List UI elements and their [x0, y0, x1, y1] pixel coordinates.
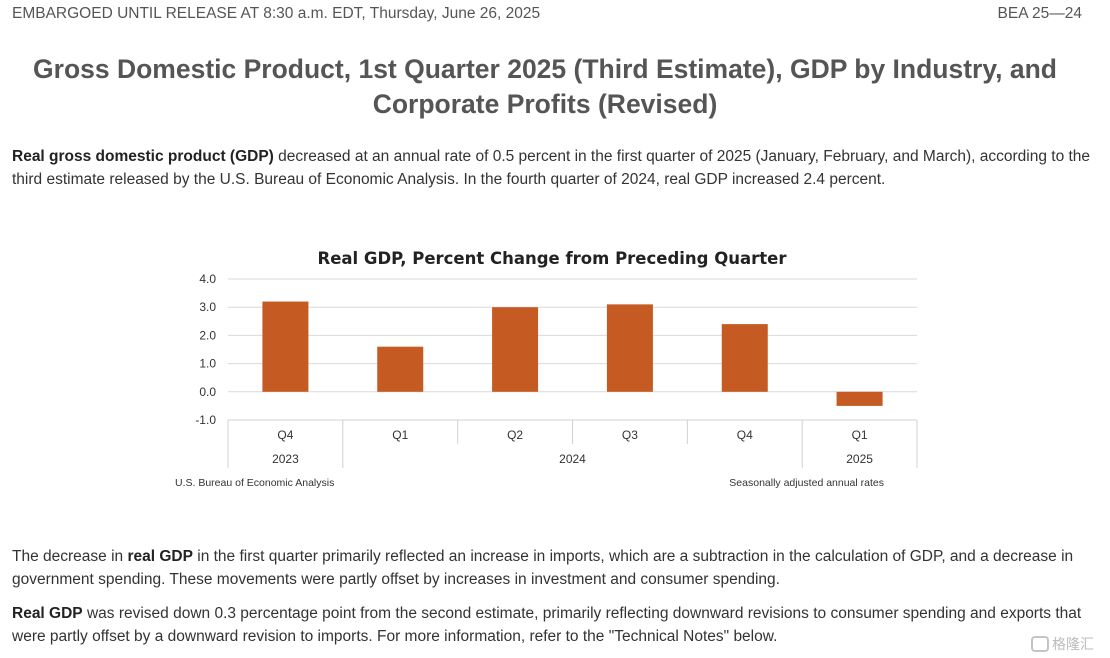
y-tick-label: 4.0 — [199, 272, 216, 286]
embargo-notice: EMBARGOED UNTIL RELEASE AT 8:30 a.m. EDT… — [12, 5, 541, 22]
y-tick-label: 3.0 — [199, 300, 216, 314]
paragraph-decrease-text: in the first quarter primarily reflected… — [12, 548, 1074, 588]
x-tick-label: Q1 — [852, 428, 868, 442]
year-label: 2024 — [559, 452, 586, 466]
bar — [606, 304, 653, 392]
y-tick-label: 1.0 — [199, 357, 216, 371]
paragraph-decrease: The decrease in real GDP in the first qu… — [12, 545, 1092, 591]
page-title: Gross Domestic Product, 1st Quarter 2025… — [33, 54, 1057, 119]
bar — [721, 324, 768, 392]
x-tick-label: Q4 — [277, 428, 293, 442]
paragraph-revision-bold: Real GDP — [12, 605, 83, 622]
y-tick-label: 0.0 — [199, 385, 216, 399]
watermark-logo-icon — [1031, 636, 1049, 652]
bar — [262, 301, 309, 392]
watermark: 格隆汇 — [1031, 634, 1094, 654]
y-axis-ticks: 4.0 3.0 2.0 1.0 0.0 -1.0 — [195, 272, 216, 427]
intro-lead: Real gross domestic product (GDP) — [12, 148, 274, 165]
bar — [377, 346, 424, 392]
paragraph-decrease-bold: real GDP — [127, 548, 193, 565]
x-tick-label: Q2 — [507, 428, 523, 442]
paragraph-decrease-pre: The decrease in — [12, 548, 128, 565]
chart-source: U.S. Bureau of Economic Analysis — [175, 477, 334, 489]
year-label: 2023 — [272, 452, 299, 466]
x-tick-label: Q4 — [737, 428, 753, 442]
intro-paragraph: Real gross domestic product (GDP) decrea… — [12, 145, 1092, 191]
release-id: BEA 25—24 — [997, 5, 1082, 22]
gdp-chart: Real GDP, Percent Change from Preceding … — [175, 249, 918, 489]
year-label: 2025 — [846, 452, 873, 466]
chart-bars — [262, 301, 883, 406]
paragraph-revision: Real GDP was revised down 0.3 percentage… — [12, 602, 1092, 648]
header-bar: EMBARGOED UNTIL RELEASE AT 8:30 a.m. EDT… — [12, 5, 1082, 23]
chart-title: Real GDP, Percent Change from Preceding … — [317, 249, 787, 268]
intro-text: decreased at an annual rate of 0.5 perce… — [12, 148, 1091, 188]
bar — [836, 391, 883, 406]
bar — [492, 307, 539, 392]
y-tick-label: -1.0 — [195, 413, 216, 427]
x-tick-label: Q1 — [392, 428, 408, 442]
watermark-text: 格隆汇 — [1052, 636, 1094, 652]
x-tick-label: Q3 — [622, 428, 638, 442]
x-axis: Q4 Q1 Q2 Q3 Q4 Q1 2023 2024 2025 — [227, 419, 918, 468]
y-tick-label: 2.0 — [199, 328, 216, 342]
paragraph-revision-text: was revised down 0.3 percentage point fr… — [12, 605, 1082, 645]
chart-note: Seasonally adjusted annual rates — [729, 477, 884, 489]
chart-gridlines — [228, 278, 917, 421]
